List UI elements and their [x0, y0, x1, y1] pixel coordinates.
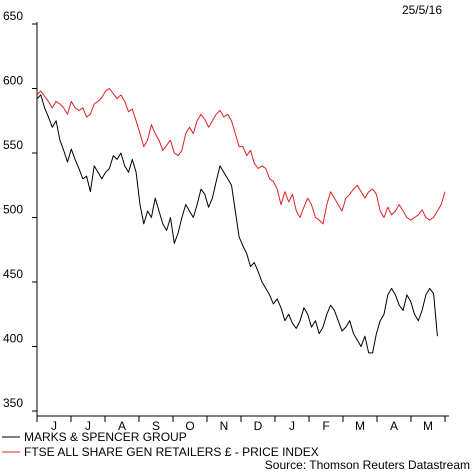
y-tick-label: 650 [3, 9, 23, 23]
x-tick-label: D [254, 419, 263, 433]
x-tick-label: J [51, 419, 57, 433]
x-tick-label: A [390, 419, 398, 433]
series-line-2 [36, 88, 446, 225]
x-tick-label: M [423, 419, 433, 433]
x-tick-label: F [322, 419, 329, 433]
series-layer [36, 88, 446, 354]
series-line-1 [36, 94, 438, 354]
legend-label: FTSE ALL SHARE GEN RETAILERS £ - PRICE I… [24, 445, 319, 459]
source-label: Source: Thomson Reuters Datastream [265, 458, 470, 472]
legend-label: MARKS & SPENCER GROUP [24, 430, 187, 444]
chart-date-label: 25/5/16 [402, 3, 442, 17]
x-tick-label: O [185, 419, 194, 433]
x-tick-label: A [118, 419, 126, 433]
x-tick-label: J [289, 419, 295, 433]
y-axis: 350 400 450 500 550 600 650 [3, 9, 38, 416]
y-tick-label: 400 [3, 332, 23, 346]
y-tick-label: 450 [3, 267, 23, 281]
x-tick-label: S [152, 419, 160, 433]
x-tick-label: J [85, 419, 91, 433]
y-tick-label: 350 [3, 396, 23, 410]
x-tick-label: N [220, 419, 229, 433]
y-tick-label: 500 [3, 203, 23, 217]
y-tick-label: 600 [3, 74, 23, 88]
y-tick-label: 550 [3, 138, 23, 152]
x-tick-label: M [355, 419, 365, 433]
